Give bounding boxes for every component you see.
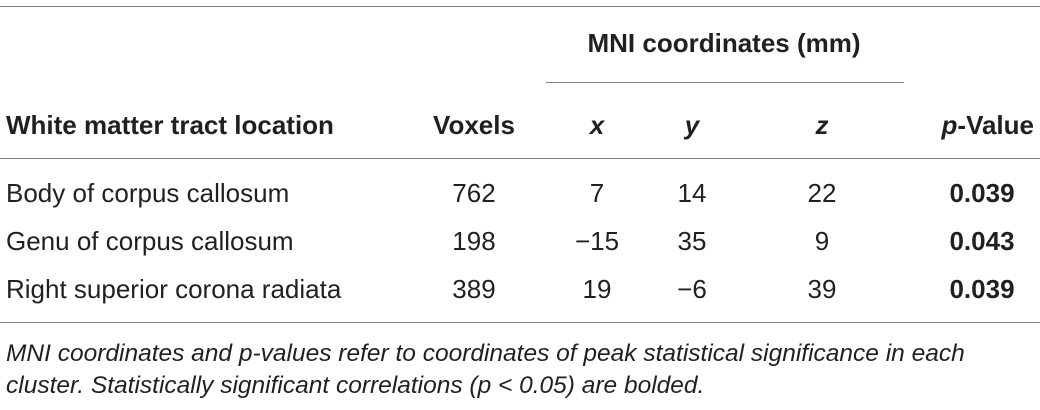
row-p-value: 0.039 (949, 178, 1015, 208)
header-rule (0, 158, 1040, 159)
row-x: 7 (589, 178, 605, 208)
row-p-value: 0.039 (949, 274, 1015, 304)
header-p-value: p-Value (942, 110, 1034, 140)
row-location: Genu of corpus callosum (6, 226, 294, 256)
header-z: z (815, 110, 829, 140)
header-p-rest: -Value (957, 110, 1034, 140)
table-footnote: MNI coordinates and p-values refer to co… (6, 340, 965, 399)
header-x: x (589, 110, 605, 140)
row-voxels: 389 (452, 274, 496, 304)
header-p-italic: p (941, 110, 958, 140)
row-location: Right superior corona radiata (6, 274, 342, 304)
bottom-rule (0, 322, 1040, 323)
row-p-value: 0.043 (949, 226, 1015, 256)
header-voxels: Voxels (433, 110, 515, 140)
top-rule (0, 6, 1040, 7)
header-location: White matter tract location (6, 110, 334, 140)
row-y: 14 (677, 178, 707, 208)
row-y: 35 (677, 226, 707, 256)
row-voxels: 762 (452, 178, 496, 208)
row-z: 39 (807, 274, 837, 304)
row-y: −6 (677, 274, 707, 304)
group-header-mni: MNI coordinates (mm) (587, 28, 861, 58)
row-voxels: 198 (452, 226, 496, 256)
row-x: 19 (582, 274, 612, 304)
row-x: −15 (574, 226, 620, 256)
group-header-rule (546, 82, 904, 83)
row-location: Body of corpus callosum (6, 178, 290, 208)
row-z: 22 (807, 178, 837, 208)
row-z: 9 (814, 226, 830, 256)
header-y: y (684, 110, 700, 140)
